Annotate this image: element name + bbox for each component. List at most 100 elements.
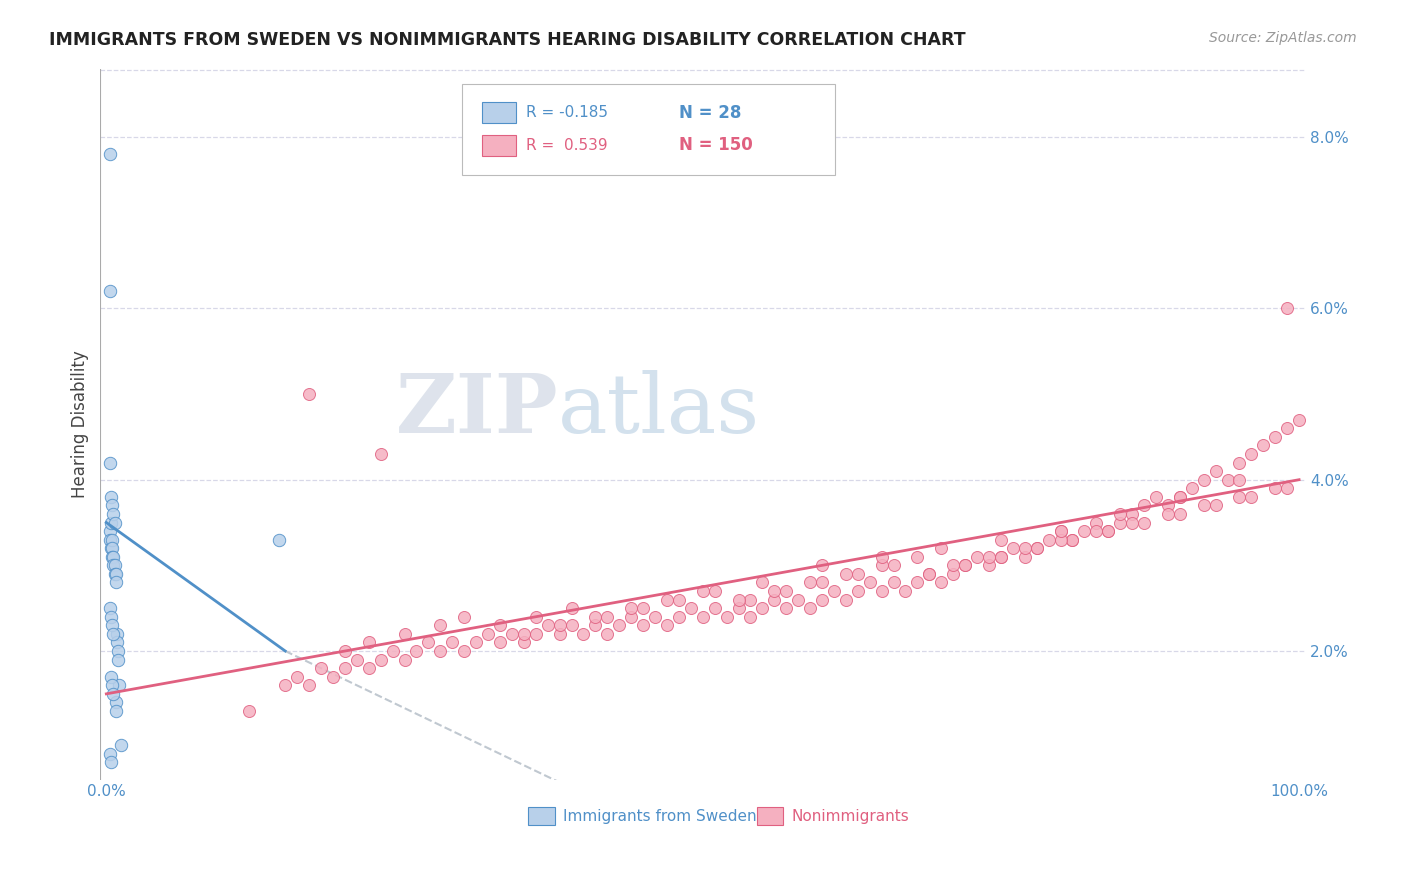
Point [548,618,571,632]
Point [524,609,547,624]
Point [1229,490,1251,504]
Point [104,695,127,709]
Point [929,575,952,590]
Point [620,601,643,615]
Point [1014,541,1036,556]
Point [1240,447,1263,461]
Point [966,549,988,564]
Point [453,609,475,624]
Point [1038,533,1060,547]
Point [668,609,690,624]
Point [918,566,941,581]
Point [489,618,512,632]
Bar [482,135,516,156]
Point [1168,507,1191,521]
Point [775,584,797,599]
Point [846,584,869,599]
Text: N = 28: N = 28 [679,103,741,121]
Point [477,627,499,641]
Point [394,627,416,641]
Point [269,533,291,547]
Point [298,678,321,692]
Point [859,575,882,590]
Point [1049,524,1071,538]
Point [655,618,678,632]
Point [370,447,392,461]
Point [346,652,368,666]
Point [727,592,749,607]
Point [692,609,714,624]
Point [110,738,132,752]
Point [583,618,606,632]
Point [1109,507,1132,521]
Point [489,635,512,649]
Point [883,558,905,573]
Point [100,609,122,624]
Point [811,592,834,607]
Bar [529,807,554,825]
Point [537,618,560,632]
Point [703,601,725,615]
Point [548,627,571,641]
Point [285,670,308,684]
Point [322,670,344,684]
Point [763,584,786,599]
Point [1275,421,1298,435]
Point [870,549,893,564]
Point [835,592,858,607]
Text: Nonimmigrants: Nonimmigrants [792,809,910,824]
Point [101,549,124,564]
Point [1001,541,1024,556]
Point [1288,413,1310,427]
Point [703,584,725,599]
Point [560,601,582,615]
Point [907,575,929,590]
Point [644,609,666,624]
Point [101,533,124,547]
Point [1181,481,1204,495]
Point [104,566,127,581]
Point [100,541,122,556]
Point [298,387,321,401]
Point [309,661,332,675]
Point [108,678,131,692]
Point [429,618,451,632]
Point [100,516,122,530]
Point [394,652,416,666]
Text: IMMIGRANTS FROM SWEDEN VS NONIMMIGRANTS HEARING DISABILITY CORRELATION CHART: IMMIGRANTS FROM SWEDEN VS NONIMMIGRANTS … [49,31,966,49]
Point [572,627,595,641]
FancyBboxPatch shape [461,84,835,175]
Point [98,147,121,161]
Text: N = 150: N = 150 [679,136,752,154]
Point [107,652,129,666]
Point [1157,507,1180,521]
Point [101,678,124,692]
Point [716,609,738,624]
Point [1049,524,1071,538]
Point [103,687,125,701]
Point [405,644,427,658]
Point [692,584,714,599]
Point [727,601,749,615]
Point [1205,464,1227,478]
Point [238,704,260,718]
Point [775,601,797,615]
Point [990,549,1012,564]
Point [104,516,127,530]
Point [1240,490,1263,504]
Point [942,566,965,581]
Point [1168,490,1191,504]
Point [631,601,654,615]
Point [1133,516,1156,530]
Point [501,627,523,641]
Point [799,601,821,615]
Point [953,558,976,573]
Point [524,627,547,641]
Point [631,618,654,632]
Point [100,670,122,684]
Point [1062,533,1084,547]
Point [894,584,917,599]
Point [1229,456,1251,470]
Point [105,635,128,649]
Point [1121,516,1143,530]
